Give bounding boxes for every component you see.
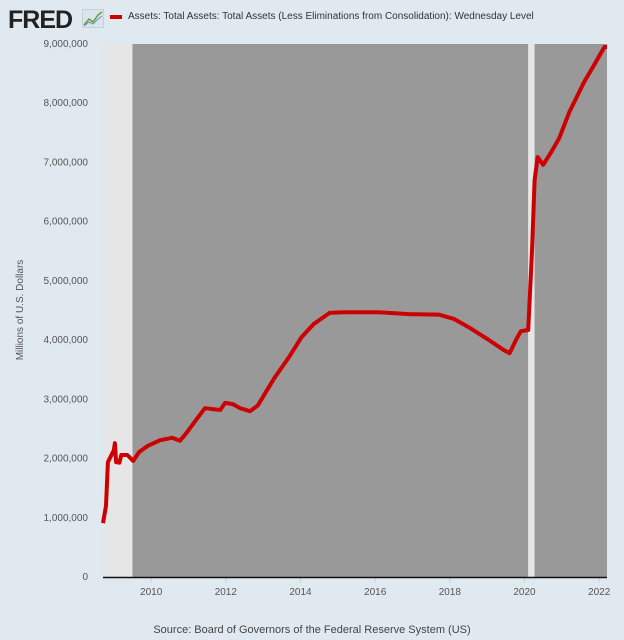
legend-swatch	[110, 14, 122, 19]
series-line	[101, 45, 607, 524]
shaded-band	[528, 44, 535, 577]
y-tick-label: 6,000,000	[44, 217, 89, 228]
y-tick-label: 5,000,000	[44, 276, 89, 287]
x-tick-label: 2014	[289, 587, 312, 598]
legend-label: Assets: Total Assets: Total Assets (Less…	[128, 11, 534, 22]
y-tick-label: 3,000,000	[44, 394, 89, 405]
y-tick-label: 2,000,000	[44, 454, 89, 465]
y-tick-label: 0	[82, 572, 88, 583]
shaded-band	[534, 44, 607, 577]
x-tick-label: 2016	[364, 587, 387, 598]
legend: Assets: Total Assets: Total Assets (Less…	[110, 11, 534, 22]
y-tick-label: 1,000,000	[44, 513, 89, 524]
x-tick-label: 2022	[588, 587, 611, 598]
x-tick-label: 2012	[215, 587, 238, 598]
y-tick-label: 7,000,000	[44, 157, 89, 168]
shaded-band	[132, 44, 529, 577]
y-tick-label: 8,000,000	[44, 98, 89, 109]
chart-line-icon	[82, 9, 104, 28]
y-axis-label: Millions of U.S. Dollars	[15, 260, 26, 361]
y-tick-label: 9,000,000	[44, 39, 89, 50]
x-tick-label: 2010	[140, 587, 163, 598]
y-tick-label: 4,000,000	[44, 335, 89, 346]
x-tick-label: 2020	[513, 587, 536, 598]
source-note: Source: Board of Governors of the Federa…	[153, 624, 471, 636]
x-tick-label: 2018	[439, 587, 462, 598]
fred-logo[interactable]: FRED	[8, 6, 73, 34]
